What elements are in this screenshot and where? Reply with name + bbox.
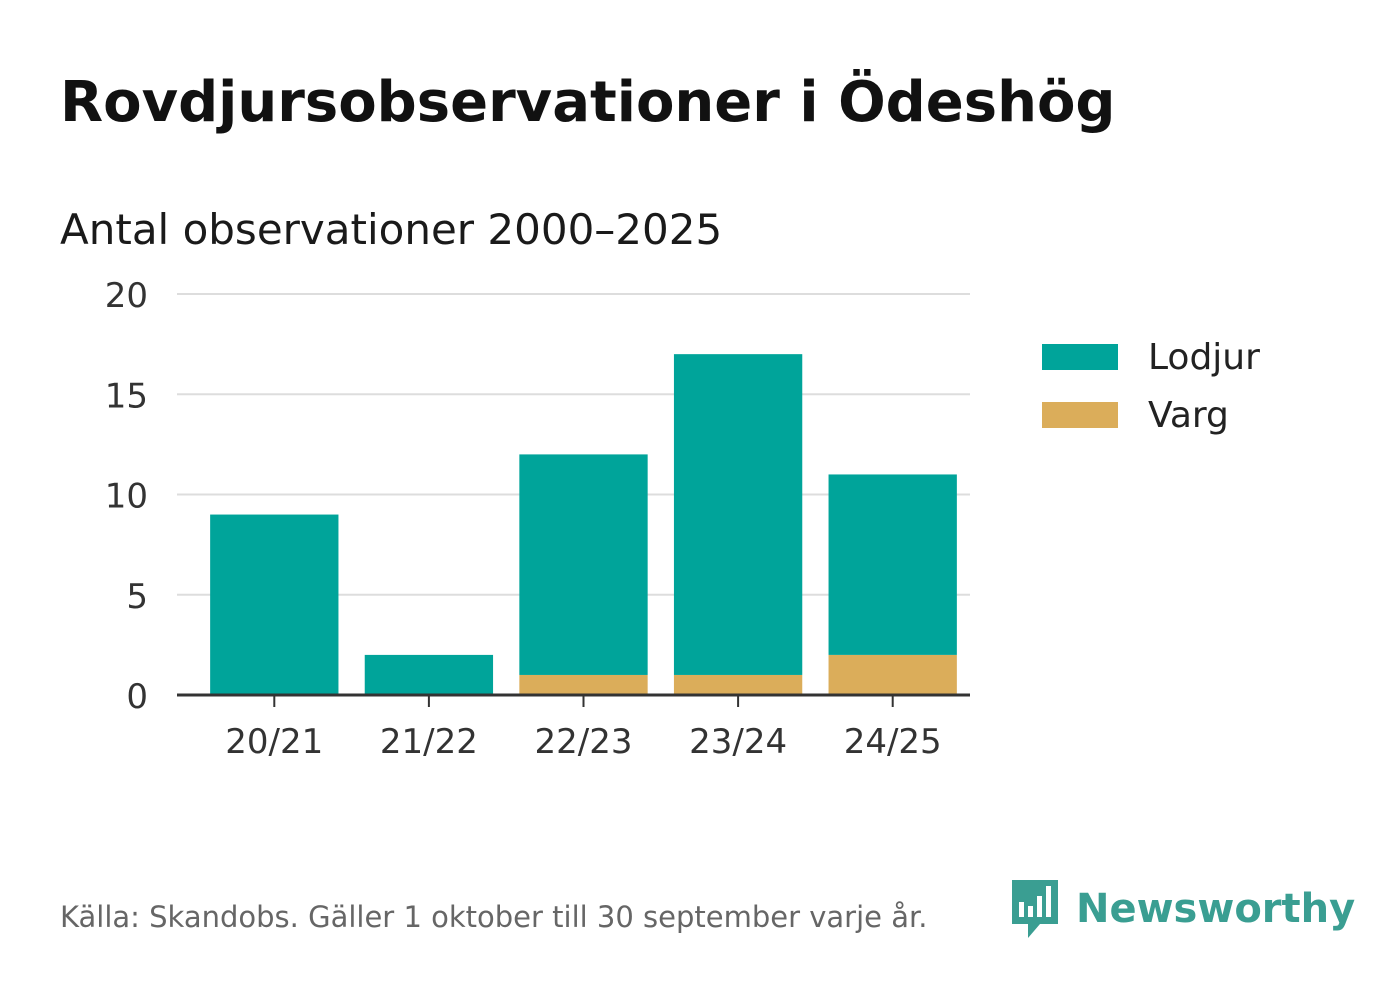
bar-lodjur-24-25 <box>828 474 957 655</box>
x-tick-label-20-21: 20/21 <box>225 722 323 762</box>
y-tick-label-0: 0 <box>126 677 148 717</box>
y-tick-label-15: 15 <box>105 376 148 416</box>
legend-label-lodjur: Lodjur <box>1148 336 1260 378</box>
bar-chart-speech-bubble-icon <box>1012 880 1058 938</box>
legend-swatch-varg <box>1042 402 1118 428</box>
source-note: Källa: Skandobs. Gäller 1 oktober till 3… <box>60 900 928 934</box>
bar-lodjur-20-21 <box>210 514 339 695</box>
chart-subtitle: Antal observationer 2000–2025 <box>60 205 723 254</box>
x-tick-label-24-25: 24/25 <box>844 722 942 762</box>
brand-name: Newsworthy <box>1076 886 1356 932</box>
chart-title: Rovdjursobservationer i Ödeshög <box>60 70 1116 135</box>
bar-varg-22-23 <box>519 674 648 695</box>
y-tick-label-10: 10 <box>105 477 148 517</box>
legend-label-varg: Varg <box>1148 394 1229 436</box>
bar-varg-24-25 <box>828 654 957 695</box>
bar-lodjur-23-24 <box>673 354 803 675</box>
bar-lodjur-21-22 <box>364 654 494 695</box>
legend: Lodjur Varg <box>1042 328 1260 444</box>
legend-item-varg: Varg <box>1042 386 1260 444</box>
x-tick-label-21-22: 21/22 <box>380 722 478 762</box>
bar-lodjur-22-23 <box>519 454 648 675</box>
y-tick-label-5: 5 <box>126 577 148 617</box>
newsworthy-logo: Newsworthy <box>1010 878 1355 940</box>
bar-varg-23-24 <box>673 674 803 695</box>
x-tick-label-23-24: 23/24 <box>689 722 787 762</box>
x-tick-label-22-23: 22/23 <box>535 722 633 762</box>
legend-item-lodjur: Lodjur <box>1042 328 1260 386</box>
legend-swatch-lodjur <box>1042 344 1118 370</box>
y-tick-label-20: 20 <box>105 276 148 316</box>
